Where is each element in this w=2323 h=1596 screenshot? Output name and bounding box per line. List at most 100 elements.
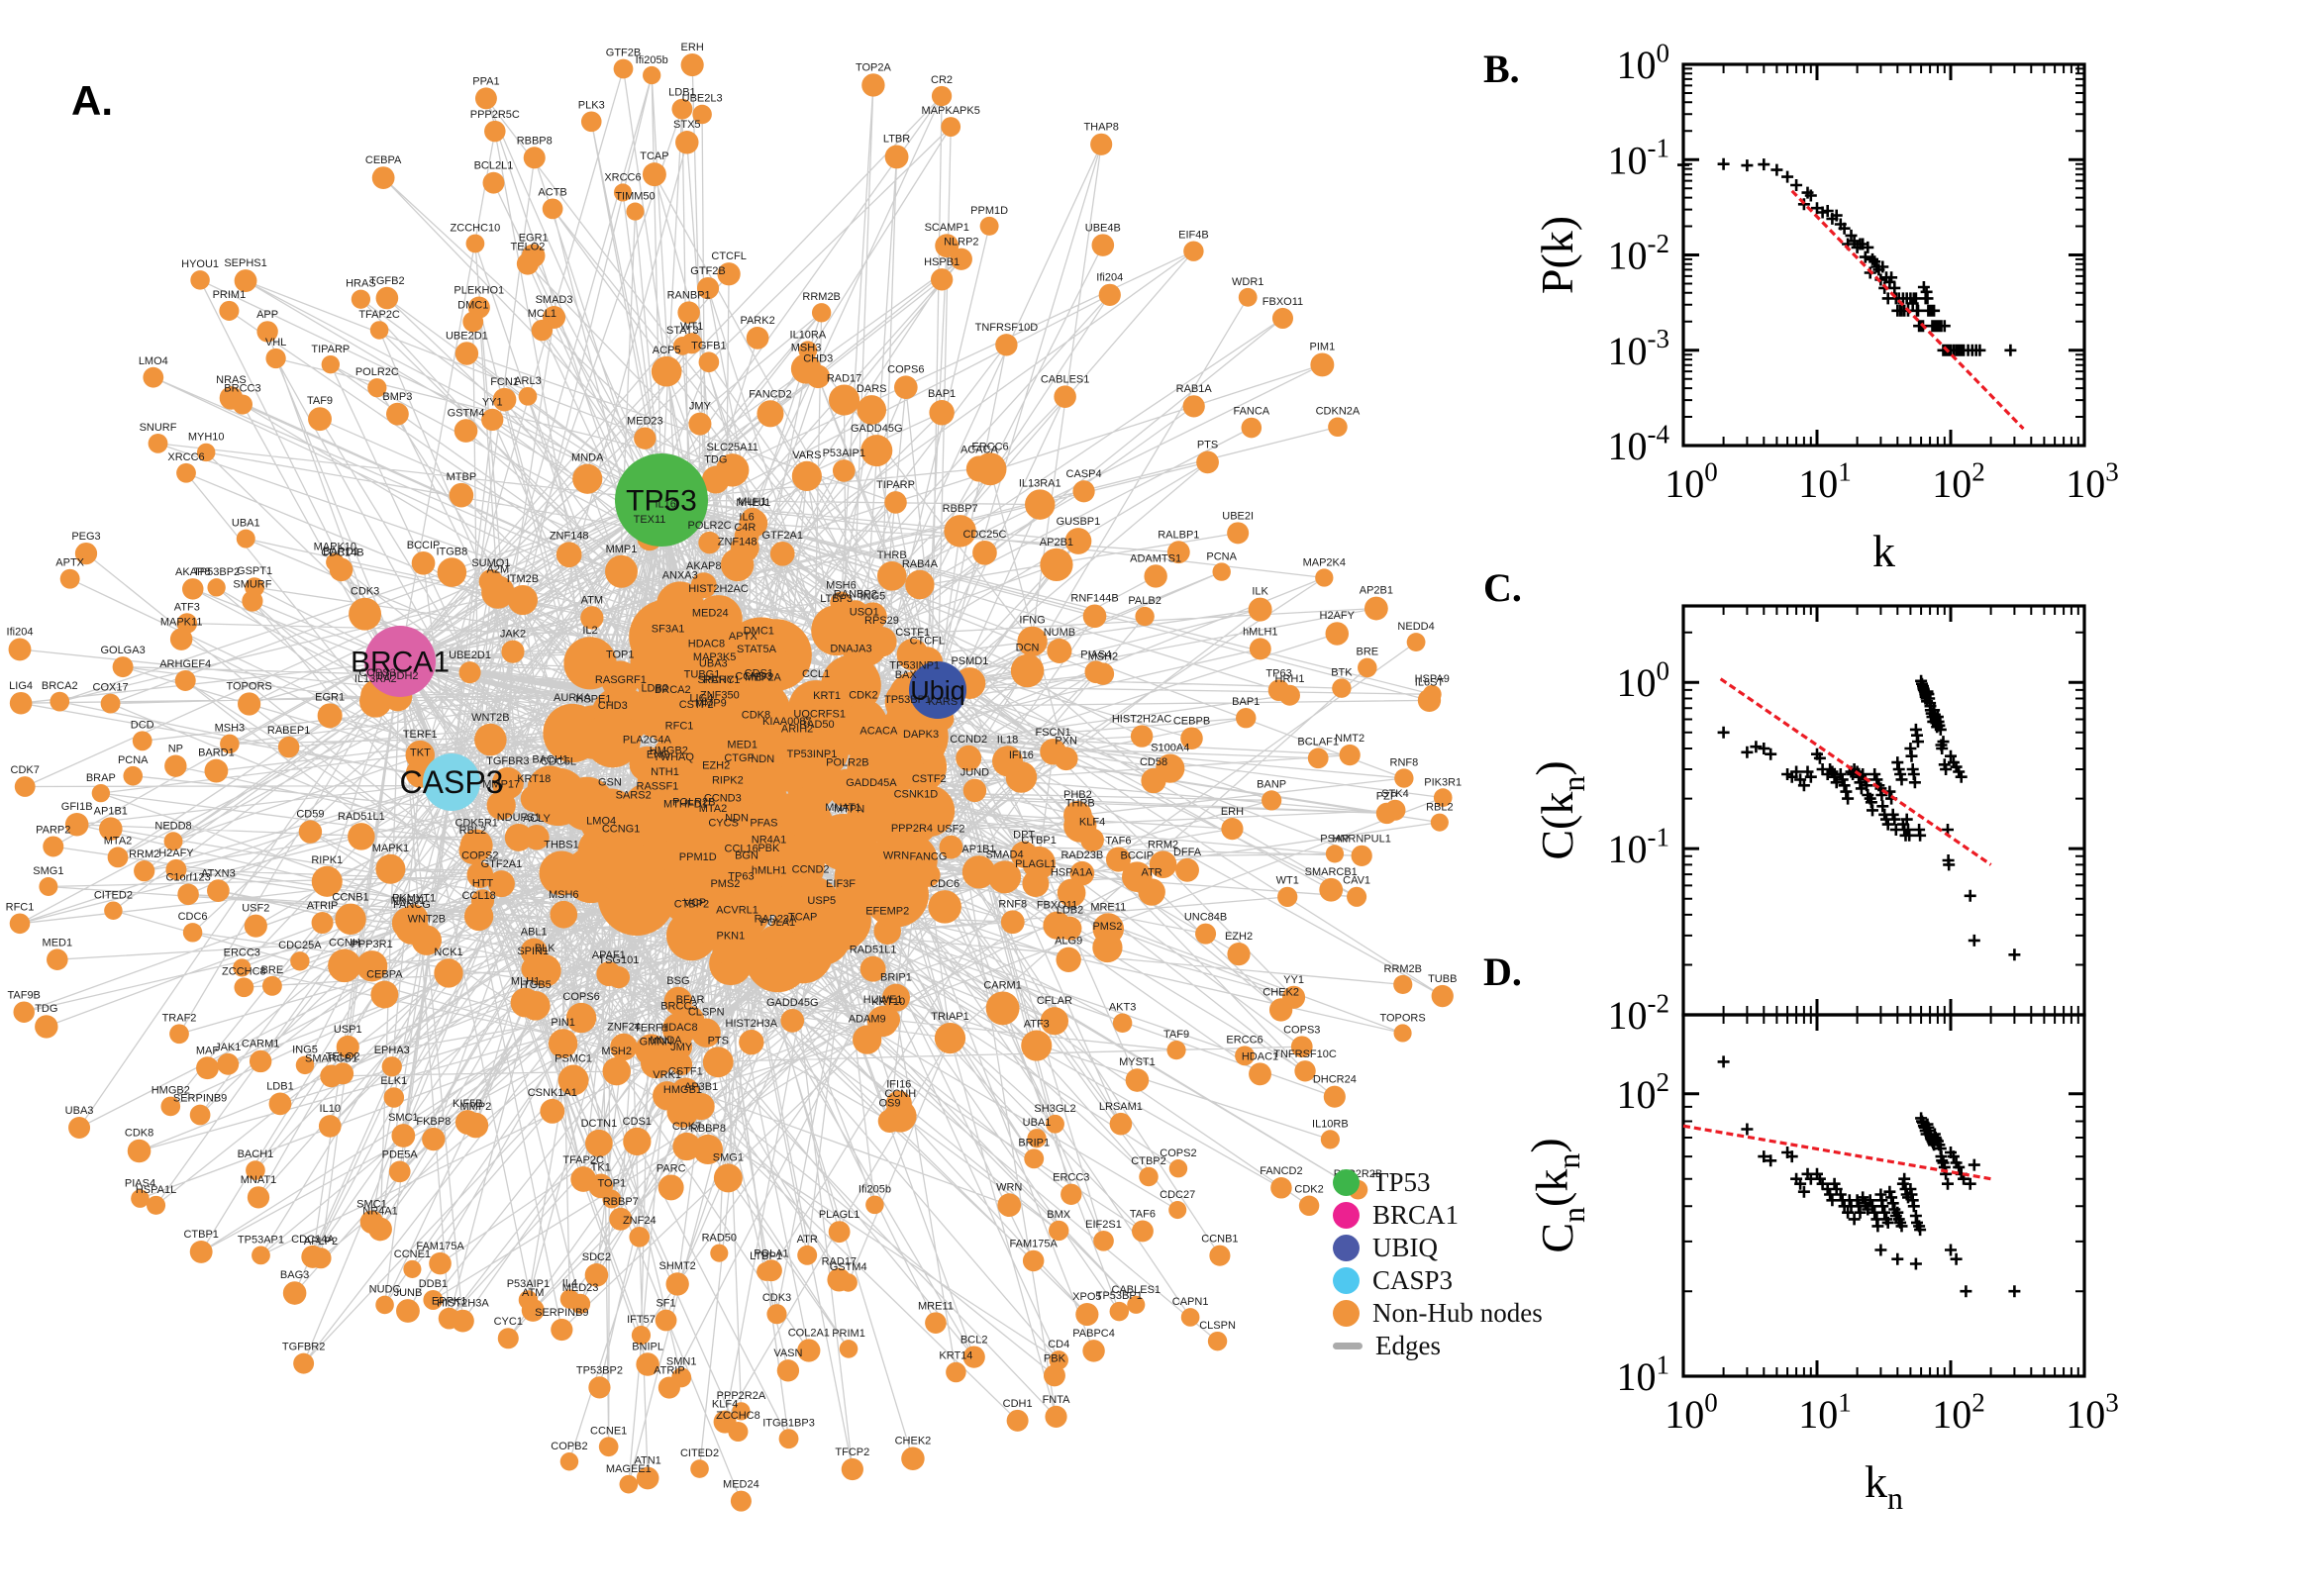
network-node[interactable] — [1166, 541, 1190, 564]
network-node[interactable] — [234, 977, 254, 998]
network-node[interactable] — [657, 1174, 684, 1201]
network-node[interactable] — [584, 711, 641, 768]
network-node[interactable] — [518, 1290, 539, 1310]
network-node[interactable] — [348, 823, 375, 850]
network-node[interactable] — [556, 542, 582, 568]
network-node[interactable] — [310, 1247, 332, 1269]
network-node[interactable] — [1339, 744, 1361, 766]
network-node[interactable] — [367, 378, 387, 398]
network-node[interactable] — [580, 606, 604, 630]
network-node[interactable] — [979, 216, 999, 236]
network-node[interactable] — [1430, 813, 1449, 832]
network-node[interactable] — [1168, 1201, 1187, 1220]
network-node[interactable] — [238, 692, 261, 716]
network-node[interactable] — [332, 558, 354, 580]
network-node[interactable] — [677, 301, 700, 324]
network-node[interactable] — [1375, 802, 1398, 825]
network-node[interactable] — [1268, 998, 1293, 1022]
network-node[interactable] — [470, 889, 495, 913]
network-node[interactable] — [399, 904, 429, 933]
network-node[interactable] — [1241, 417, 1262, 439]
network-node[interactable] — [1417, 688, 1442, 713]
network-node[interactable] — [35, 1015, 58, 1039]
network-node[interactable] — [598, 1437, 619, 1457]
network-node[interactable] — [497, 1328, 519, 1349]
network-node[interactable] — [602, 1056, 631, 1086]
network-node[interactable] — [403, 1259, 422, 1278]
network-node[interactable] — [985, 991, 1020, 1026]
network-node[interactable] — [1022, 1249, 1045, 1272]
network-node[interactable] — [619, 1474, 639, 1494]
network-node[interactable] — [1175, 857, 1199, 882]
network-node[interactable] — [321, 354, 341, 374]
network-node[interactable] — [176, 613, 198, 634]
network-node[interactable] — [540, 1098, 565, 1124]
network-node[interactable] — [1021, 1030, 1053, 1061]
network-node[interactable] — [757, 925, 794, 961]
network-node[interactable] — [988, 860, 1022, 894]
network-node[interactable] — [190, 270, 210, 290]
network-node[interactable] — [542, 198, 563, 220]
network-node[interactable] — [290, 951, 310, 971]
network-node[interactable] — [698, 531, 721, 554]
network-node[interactable] — [631, 1325, 652, 1346]
network-node[interactable] — [520, 938, 548, 965]
network-node[interactable] — [1248, 597, 1272, 622]
network-node[interactable] — [1394, 768, 1414, 788]
network-node[interactable] — [308, 407, 332, 432]
network-node[interactable] — [182, 923, 203, 943]
network-node[interactable] — [1049, 1350, 1068, 1370]
network-node[interactable] — [1127, 1295, 1146, 1314]
network-node[interactable] — [1325, 845, 1345, 863]
network-node[interactable] — [277, 736, 300, 758]
network-node[interactable] — [885, 1090, 912, 1117]
hub-node-casp3[interactable] — [423, 753, 480, 811]
network-node[interactable] — [929, 400, 955, 426]
network-node[interactable] — [1060, 1183, 1082, 1205]
network-node[interactable] — [1195, 923, 1217, 945]
network-node[interactable] — [550, 900, 578, 929]
network-node[interactable] — [298, 820, 323, 844]
network-node[interactable] — [429, 1251, 452, 1275]
network-node[interactable] — [642, 162, 666, 187]
network-node[interactable] — [244, 914, 267, 938]
network-node[interactable] — [1393, 1024, 1412, 1043]
network-node[interactable] — [692, 104, 712, 125]
network-node[interactable] — [861, 73, 885, 97]
network-node[interactable] — [717, 764, 761, 809]
network-node[interactable] — [609, 1207, 633, 1231]
network-node[interactable] — [806, 364, 831, 389]
network-node[interactable] — [1227, 943, 1251, 966]
network-node[interactable] — [370, 980, 399, 1009]
network-node[interactable] — [857, 395, 887, 425]
network-node[interactable] — [189, 1240, 213, 1263]
network-node[interactable] — [992, 746, 1023, 777]
network-node[interactable] — [797, 1339, 821, 1362]
network-node[interactable] — [956, 745, 982, 771]
network-node[interactable] — [1139, 1166, 1159, 1187]
network-node[interactable] — [713, 1163, 743, 1193]
network-node[interactable] — [351, 289, 371, 309]
network-node[interactable] — [1090, 133, 1113, 155]
network-node[interactable] — [148, 433, 168, 453]
network-node[interactable] — [1168, 1158, 1188, 1178]
network-node[interactable] — [717, 262, 741, 286]
network-node[interactable] — [474, 87, 497, 110]
network-node[interactable] — [375, 1295, 394, 1315]
network-node[interactable] — [1040, 738, 1066, 765]
network-node[interactable] — [1130, 725, 1154, 748]
network-node[interactable] — [265, 348, 286, 369]
network-node[interactable] — [1328, 417, 1348, 438]
network-node[interactable] — [896, 639, 929, 671]
network-node[interactable] — [1135, 606, 1155, 627]
network-node[interactable] — [670, 1077, 700, 1107]
network-node[interactable] — [134, 860, 155, 882]
network-node[interactable] — [466, 861, 494, 888]
network-node[interactable] — [1298, 1195, 1320, 1217]
network-node[interactable] — [491, 767, 524, 800]
network-node[interactable] — [881, 983, 910, 1012]
network-node[interactable] — [1072, 480, 1095, 503]
network-node[interactable] — [131, 1189, 150, 1208]
network-node[interactable] — [492, 387, 517, 412]
network-node[interactable] — [651, 355, 682, 387]
